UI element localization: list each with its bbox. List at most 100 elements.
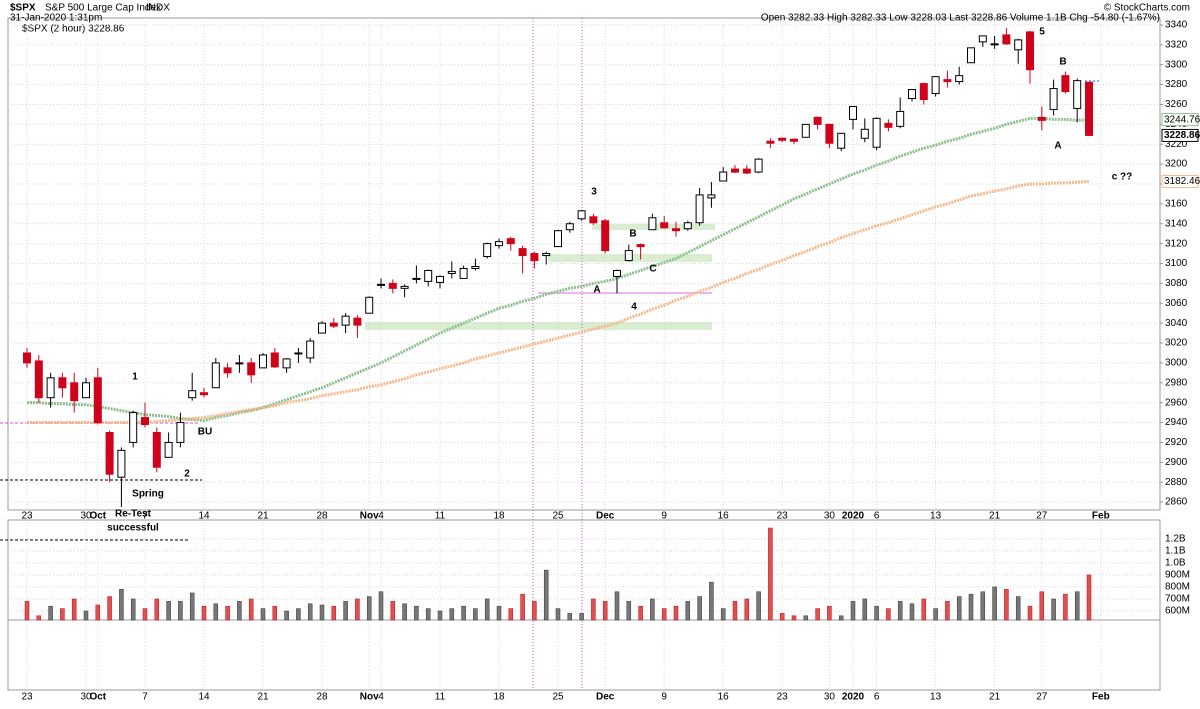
x-tick-label: 27 bbox=[1036, 511, 1048, 522]
volume-bar bbox=[473, 608, 478, 621]
value-box-label: 3182.46 bbox=[1164, 176, 1200, 187]
y-tick-label: 3060 bbox=[1165, 298, 1188, 309]
x-tick-label: 6 bbox=[874, 511, 880, 522]
candle-body bbox=[636, 244, 645, 248]
candle-body bbox=[1026, 31, 1034, 71]
x-tick-label: 23 bbox=[777, 511, 789, 522]
x-tick-label: 18 bbox=[493, 511, 505, 522]
moving-average bbox=[27, 116, 1090, 423]
volume-bar bbox=[720, 608, 726, 621]
y-tick-label: 3280 bbox=[1165, 79, 1188, 90]
y-tick-label: 3200 bbox=[1165, 159, 1188, 170]
candle-body bbox=[1037, 116, 1046, 121]
volume-bar bbox=[331, 605, 337, 621]
y-tick-label: 3080 bbox=[1165, 278, 1188, 289]
volume-bar bbox=[24, 601, 30, 621]
volume-bar bbox=[791, 615, 797, 621]
y-tick-label: 2860 bbox=[1165, 497, 1188, 508]
candle-body bbox=[1049, 88, 1058, 110]
candle-body bbox=[129, 412, 138, 443]
candle-body bbox=[329, 322, 338, 327]
x-tick-label: Nov bbox=[360, 692, 379, 703]
candle-body bbox=[778, 137, 787, 141]
x-tick-label: 11 bbox=[435, 511, 446, 522]
candle-body bbox=[518, 248, 527, 257]
volume-bar bbox=[768, 527, 773, 621]
candle-body bbox=[660, 222, 669, 229]
x-tick-label: 14 bbox=[198, 692, 210, 703]
volume-tick-label: 700M bbox=[1165, 594, 1190, 605]
volume-bar bbox=[496, 605, 502, 621]
volume-bar bbox=[933, 608, 938, 621]
volume-bar bbox=[36, 615, 42, 621]
candle-body bbox=[483, 243, 492, 258]
volume-bar bbox=[673, 605, 679, 621]
volume-bar bbox=[355, 598, 360, 621]
candle-body bbox=[577, 210, 586, 220]
volume-bar bbox=[650, 598, 655, 621]
candle-body bbox=[919, 83, 928, 101]
candle-body bbox=[495, 241, 503, 247]
volume-tick-label: 600M bbox=[1165, 606, 1190, 617]
annotation: B bbox=[1059, 57, 1066, 68]
support-zone bbox=[365, 322, 712, 330]
value-box-label: 3228.86 bbox=[1164, 130, 1200, 141]
candle-body bbox=[164, 441, 173, 458]
x-tick-label: 27 bbox=[1036, 692, 1048, 703]
exchange: INDX bbox=[146, 3, 170, 14]
volume-bar bbox=[520, 593, 525, 621]
candle-body bbox=[188, 390, 197, 399]
candle-body bbox=[247, 362, 256, 376]
candle-body bbox=[801, 123, 810, 138]
volume-bar bbox=[225, 605, 230, 621]
volume-bar bbox=[732, 601, 738, 621]
candle-body bbox=[377, 283, 385, 286]
annotation: 5 bbox=[1039, 27, 1045, 38]
x-tick-label: 16 bbox=[718, 692, 730, 703]
volume-tick-label: 1.0B bbox=[1165, 558, 1186, 569]
candle-body bbox=[306, 340, 315, 359]
volume-bar bbox=[685, 601, 691, 621]
volume-tick-label: 800M bbox=[1165, 582, 1190, 593]
y-tick-label: 3260 bbox=[1165, 99, 1188, 110]
volume-bar bbox=[744, 598, 750, 621]
annotation: 4 bbox=[631, 302, 637, 313]
candle-body bbox=[530, 253, 539, 262]
volume-bar bbox=[378, 591, 384, 621]
x-tick-label: 30 bbox=[824, 692, 836, 703]
volume-bar bbox=[779, 613, 785, 621]
volume-bar bbox=[508, 608, 514, 621]
volume-bar bbox=[897, 601, 903, 621]
moving-average bbox=[27, 180, 1090, 425]
candle-body bbox=[825, 123, 834, 144]
candle-body bbox=[341, 315, 350, 326]
x-tick-label: 4 bbox=[378, 511, 384, 522]
volume-bar bbox=[343, 601, 348, 621]
x-tick-label: 25 bbox=[552, 511, 564, 522]
volume-bar bbox=[425, 608, 431, 621]
volume-bar bbox=[968, 593, 974, 621]
legend: $SPX (2 hour) 3228.86 bbox=[22, 24, 125, 35]
y-tick-label: 2960 bbox=[1165, 397, 1188, 408]
candle-body bbox=[542, 253, 551, 257]
volume-bar bbox=[71, 598, 77, 621]
candle-body bbox=[46, 377, 55, 399]
candle-body bbox=[601, 220, 610, 252]
volume-bar bbox=[201, 605, 207, 621]
volume-bar bbox=[260, 608, 266, 621]
volume-bar bbox=[638, 605, 643, 621]
volume-bar bbox=[838, 615, 844, 621]
candle-body bbox=[70, 382, 79, 402]
candle-body bbox=[707, 194, 716, 199]
x-tick-label: Dec bbox=[596, 692, 615, 703]
candle-body bbox=[990, 43, 999, 46]
candle-body bbox=[884, 122, 893, 128]
candle-body bbox=[93, 377, 102, 424]
volume-bar bbox=[756, 591, 761, 621]
y-tick-label: 2980 bbox=[1165, 377, 1188, 388]
volume-bar bbox=[709, 581, 714, 621]
volume-bar bbox=[803, 615, 809, 621]
volume-bar bbox=[945, 601, 950, 621]
candle-body bbox=[282, 358, 291, 369]
